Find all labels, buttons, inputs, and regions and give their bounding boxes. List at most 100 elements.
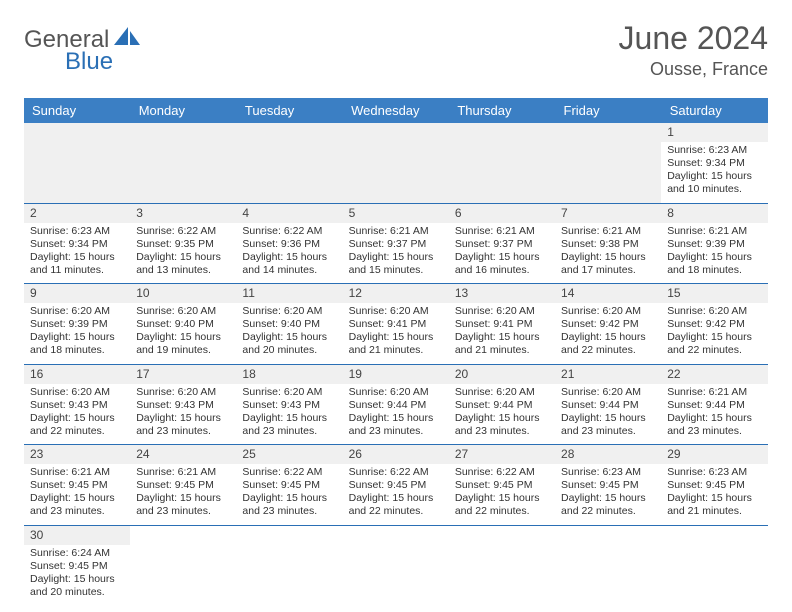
day-details: Sunrise: 6:21 AMSunset: 9:39 PMDaylight:… (667, 225, 761, 278)
day-line: and 22 minutes. (561, 505, 655, 518)
calendar-cell: 23Sunrise: 6:21 AMSunset: 9:45 PMDayligh… (24, 445, 130, 526)
day-number: 24 (130, 445, 236, 464)
day-line: Daylight: 15 hours (136, 251, 230, 264)
calendar-cell: 19Sunrise: 6:20 AMSunset: 9:44 PMDayligh… (343, 364, 449, 445)
calendar-cell (130, 123, 236, 203)
title-block: June 2024 Ousse, France (619, 20, 768, 80)
day-line: Sunset: 9:34 PM (30, 238, 124, 251)
day-details: Sunrise: 6:21 AMSunset: 9:37 PMDaylight:… (349, 225, 443, 278)
day-line: Daylight: 15 hours (667, 492, 761, 505)
day-line: Daylight: 15 hours (455, 251, 549, 264)
day-header: Monday (130, 98, 236, 123)
day-line: Sunset: 9:45 PM (455, 479, 549, 492)
day-line: Sunset: 9:34 PM (667, 157, 761, 170)
day-number: 17 (130, 365, 236, 384)
calendar-cell: 21 Sunrise: 6:20 AMSunset: 9:44 PMDayligh… (555, 364, 661, 445)
day-details: Sunrise: 6:21 AMSunset: 9:45 PMDaylight:… (136, 466, 230, 519)
day-number: 4 (236, 204, 342, 223)
day-line: Daylight: 15 hours (242, 492, 336, 505)
day-line: Sunrise: 6:20 AM (667, 305, 761, 318)
day-line: Sunset: 9:37 PM (349, 238, 443, 251)
calendar-cell: 4Sunrise: 6:22 AMSunset: 9:36 PMDaylight… (236, 203, 342, 284)
logo-text-blue: Blue (65, 48, 113, 76)
day-line: Sunrise: 6:24 AM (30, 547, 124, 560)
calendar-cell (661, 525, 767, 605)
calendar-cell: 18Sunrise: 6:20 AMSunset: 9:43 PMDayligh… (236, 364, 342, 445)
day-header: Tuesday (236, 98, 342, 123)
calendar-cell: 17Sunrise: 6:20 AMSunset: 9:43 PMDayligh… (130, 364, 236, 445)
day-number: 9 (24, 284, 130, 303)
calendar-cell (236, 525, 342, 605)
day-number: 28 (555, 445, 661, 464)
calendar-cell: 30Sunrise: 6:24 AMSunset: 9:45 PMDayligh… (24, 525, 130, 605)
day-line: Sunset: 9:45 PM (242, 479, 336, 492)
day-details: Sunrise: 6:21 AMSunset: 9:38 PMDaylight:… (561, 225, 655, 278)
day-details: Sunrise: 6:20 AMSunset: 9:44 PMDaylight:… (455, 386, 549, 439)
day-line: and 23 minutes. (349, 425, 443, 438)
day-line: and 23 minutes. (30, 505, 124, 518)
day-line: and 16 minutes. (455, 264, 549, 277)
day-line: and 13 minutes. (136, 264, 230, 277)
calendar-cell: 9 Sunrise: 6:20 AMSunset: 9:39 PMDaylight… (24, 284, 130, 365)
day-line: Daylight: 15 hours (242, 251, 336, 264)
day-details: Sunrise: 6:20 AMSunset: 9:42 PMDaylight:… (561, 305, 655, 358)
day-line: and 22 minutes. (561, 344, 655, 357)
day-line: Daylight: 15 hours (349, 412, 443, 425)
day-line: Sunrise: 6:21 AM (30, 466, 124, 479)
day-header: Thursday (449, 98, 555, 123)
day-number: 11 (236, 284, 342, 303)
day-line: Sunrise: 6:20 AM (455, 386, 549, 399)
month-title: June 2024 (619, 20, 768, 57)
day-number: 1 (661, 123, 767, 142)
calendar-cell: 2Sunrise: 6:23 AMSunset: 9:34 PMDaylight… (24, 203, 130, 284)
calendar-cell: 16Sunrise: 6:20 AMSunset: 9:43 PMDayligh… (24, 364, 130, 445)
day-line: Sunset: 9:45 PM (30, 479, 124, 492)
day-details: Sunrise: 6:23 AMSunset: 9:34 PMDaylight:… (667, 144, 761, 197)
day-line: and 19 minutes. (136, 344, 230, 357)
calendar-cell (130, 525, 236, 605)
header: General June 2024 Ousse, France (24, 20, 768, 80)
day-line: Daylight: 15 hours (242, 331, 336, 344)
calendar-cell: 24 Sunrise: 6:21 AMSunset: 9:45 PMDayligh… (130, 445, 236, 526)
day-line: Daylight: 15 hours (30, 492, 124, 505)
day-line: Sunset: 9:45 PM (561, 479, 655, 492)
day-details: Sunrise: 6:21 AMSunset: 9:45 PMDaylight:… (30, 466, 124, 519)
day-line: Sunrise: 6:22 AM (242, 225, 336, 238)
day-line: and 20 minutes. (30, 586, 124, 599)
logo-sail-icon (114, 26, 140, 54)
calendar-week-row: 1 Sunrise: 6:23 AMSunset: 9:34 PMDaylight… (24, 123, 768, 203)
day-line: and 22 minutes. (455, 505, 549, 518)
day-line: and 18 minutes. (667, 264, 761, 277)
day-line: and 11 minutes. (30, 264, 124, 277)
day-number: 8 (661, 204, 767, 223)
day-line: and 22 minutes. (349, 505, 443, 518)
day-line: Daylight: 15 hours (561, 331, 655, 344)
day-details: Sunrise: 6:20 AMSunset: 9:39 PMDaylight:… (30, 305, 124, 358)
day-details: Sunrise: 6:20 AMSunset: 9:42 PMDaylight:… (667, 305, 761, 358)
day-line: Daylight: 15 hours (349, 251, 443, 264)
day-line: Sunrise: 6:23 AM (667, 466, 761, 479)
day-header: Saturday (661, 98, 767, 123)
day-number: 21 (555, 365, 661, 384)
day-number: 12 (343, 284, 449, 303)
calendar-cell (343, 123, 449, 203)
day-line: and 14 minutes. (242, 264, 336, 277)
day-number: 26 (343, 445, 449, 464)
day-details: Sunrise: 6:20 AMSunset: 9:44 PMDaylight:… (561, 386, 655, 439)
calendar-week-row: 16Sunrise: 6:20 AMSunset: 9:43 PMDayligh… (24, 364, 768, 445)
day-line: and 22 minutes. (30, 425, 124, 438)
day-line: and 17 minutes. (561, 264, 655, 277)
calendar-cell: 15Sunrise: 6:20 AMSunset: 9:42 PMDayligh… (661, 284, 767, 365)
day-number: 13 (449, 284, 555, 303)
calendar-cell (24, 123, 130, 203)
day-line: and 23 minutes. (667, 425, 761, 438)
day-line: Sunrise: 6:23 AM (561, 466, 655, 479)
logo: General (24, 20, 52, 54)
calendar-cell: 10Sunrise: 6:20 AMSunset: 9:40 PMDayligh… (130, 284, 236, 365)
calendar-header-row: Sunday Monday Tuesday Wednesday Thursday… (24, 98, 768, 123)
day-line: Sunset: 9:40 PM (242, 318, 336, 331)
calendar-cell (343, 525, 449, 605)
day-line: Sunrise: 6:20 AM (349, 386, 443, 399)
day-details: Sunrise: 6:23 AMSunset: 9:45 PMDaylight:… (561, 466, 655, 519)
day-line: and 21 minutes. (667, 505, 761, 518)
